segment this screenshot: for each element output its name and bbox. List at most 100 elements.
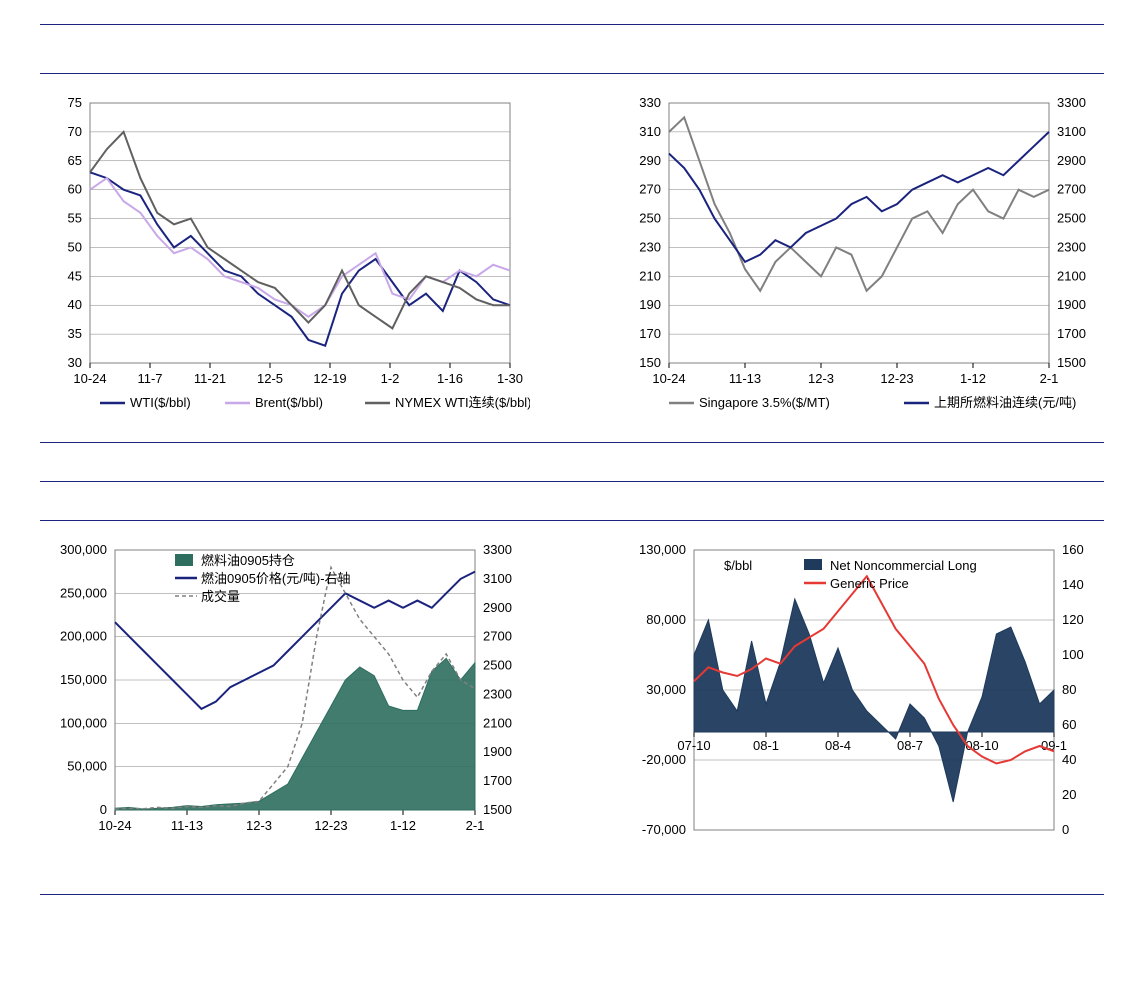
svg-text:330: 330 bbox=[639, 95, 661, 110]
svg-text:WTI($/bbl): WTI($/bbl) bbox=[130, 395, 191, 410]
svg-text:3100: 3100 bbox=[1057, 124, 1086, 139]
svg-text:50,000: 50,000 bbox=[67, 759, 107, 774]
svg-text:35: 35 bbox=[68, 326, 82, 341]
chart-row-1: 30 35 40 45 50 55 60 65 70 75 10-24 11-7 11-21 12-5 12… bbox=[40, 88, 1104, 428]
svg-text:70: 70 bbox=[68, 124, 82, 139]
svg-text:-70,000: -70,000 bbox=[642, 822, 686, 837]
svg-text:1900: 1900 bbox=[1057, 297, 1086, 312]
svg-text:2900: 2900 bbox=[483, 600, 512, 615]
svg-text:10-24: 10-24 bbox=[98, 818, 131, 833]
svg-text:150: 150 bbox=[639, 355, 661, 370]
svg-text:270: 270 bbox=[639, 182, 661, 197]
divider bbox=[40, 73, 1104, 74]
svg-text:1-2: 1-2 bbox=[381, 371, 400, 386]
svg-text:310: 310 bbox=[639, 124, 661, 139]
svg-text:250: 250 bbox=[639, 211, 661, 226]
svg-text:11-21: 11-21 bbox=[194, 371, 226, 386]
svg-text:1900: 1900 bbox=[483, 744, 512, 759]
svg-text:160: 160 bbox=[1062, 542, 1084, 557]
svg-text:NYMEX WTI连续($/bbl): NYMEX WTI连续($/bbl) bbox=[395, 395, 530, 410]
divider bbox=[40, 481, 1104, 482]
svg-text:11-13: 11-13 bbox=[171, 818, 203, 833]
svg-text:08-4: 08-4 bbox=[825, 738, 851, 753]
svg-text:2-1: 2-1 bbox=[466, 818, 485, 833]
svg-text:2-1: 2-1 bbox=[1040, 371, 1059, 386]
svg-text:250,000: 250,000 bbox=[60, 585, 107, 600]
svg-text:12-5: 12-5 bbox=[257, 371, 283, 386]
svg-text:2300: 2300 bbox=[1057, 239, 1086, 254]
svg-text:2100: 2100 bbox=[1057, 268, 1086, 283]
svg-text:Singapore 3.5%($/MT): Singapore 3.5%($/MT) bbox=[699, 395, 830, 410]
svg-text:1-16: 1-16 bbox=[437, 371, 463, 386]
svg-text:0: 0 bbox=[100, 802, 107, 817]
svg-text:12-23: 12-23 bbox=[880, 371, 913, 386]
svg-text:170: 170 bbox=[639, 326, 661, 341]
svg-text:3300: 3300 bbox=[483, 542, 512, 557]
svg-text:10-24: 10-24 bbox=[652, 371, 685, 386]
svg-text:07-10: 07-10 bbox=[677, 738, 710, 753]
svg-text:0: 0 bbox=[1062, 822, 1069, 837]
svg-text:130,000: 130,000 bbox=[639, 542, 686, 557]
chart-noncommercial: -70,000-20,00030,00080,000130,0000204060… bbox=[614, 535, 1104, 875]
svg-text:08-10: 08-10 bbox=[965, 738, 998, 753]
svg-text:60: 60 bbox=[68, 182, 82, 197]
svg-text:2700: 2700 bbox=[1057, 182, 1086, 197]
svg-text:30: 30 bbox=[68, 355, 82, 370]
svg-text:1-30: 1-30 bbox=[497, 371, 523, 386]
svg-text:65: 65 bbox=[68, 153, 82, 168]
svg-text:2100: 2100 bbox=[483, 715, 512, 730]
svg-text:300,000: 300,000 bbox=[60, 542, 107, 557]
svg-text:燃油0905价格(元/吨)-右轴: 燃油0905价格(元/吨)-右轴 bbox=[201, 571, 351, 586]
chart-crude-prices: 3035404550556065707510-2411-711-2112-512… bbox=[40, 88, 530, 428]
svg-text:150,000: 150,000 bbox=[60, 672, 107, 687]
divider bbox=[40, 520, 1104, 521]
svg-text:11-7: 11-7 bbox=[137, 371, 162, 386]
svg-text:210: 210 bbox=[639, 268, 661, 283]
svg-text:3300: 3300 bbox=[1057, 95, 1086, 110]
svg-text:120: 120 bbox=[1062, 612, 1084, 627]
svg-text:11-13: 11-13 bbox=[729, 371, 761, 386]
page-container: 30 35 40 45 50 55 60 65 70 75 10-24 11-7 11-21 12-5 12… bbox=[0, 0, 1144, 949]
divider bbox=[40, 894, 1104, 895]
svg-text:2500: 2500 bbox=[1057, 211, 1086, 226]
svg-text:50: 50 bbox=[68, 239, 82, 254]
svg-text:2500: 2500 bbox=[483, 658, 512, 673]
svg-text:80,000: 80,000 bbox=[646, 612, 686, 627]
svg-text:290: 290 bbox=[639, 153, 661, 168]
svg-text:230: 230 bbox=[639, 239, 661, 254]
svg-text:3100: 3100 bbox=[483, 571, 512, 586]
svg-text:190: 190 bbox=[639, 297, 661, 312]
svg-text:$/bbl: $/bbl bbox=[724, 558, 752, 573]
svg-text:2900: 2900 bbox=[1057, 153, 1086, 168]
svg-text:1-12: 1-12 bbox=[390, 818, 416, 833]
svg-text:100,000: 100,000 bbox=[60, 715, 107, 730]
svg-text:1700: 1700 bbox=[483, 773, 512, 788]
svg-text:1700: 1700 bbox=[1057, 326, 1086, 341]
divider bbox=[40, 24, 1104, 25]
svg-text:60: 60 bbox=[1062, 717, 1076, 732]
chart-fuel-0905: 050,000100,000150,000200,000250,000300,0… bbox=[40, 535, 530, 875]
svg-text:12-23: 12-23 bbox=[314, 818, 347, 833]
divider bbox=[40, 442, 1104, 443]
svg-text:40: 40 bbox=[68, 297, 82, 312]
svg-text:75: 75 bbox=[68, 95, 82, 110]
svg-text:1500: 1500 bbox=[1057, 355, 1086, 370]
svg-text:成交量: 成交量 bbox=[201, 589, 240, 604]
svg-text:30,000: 30,000 bbox=[646, 682, 686, 697]
svg-text:Generic Price: Generic Price bbox=[830, 576, 909, 591]
svg-text:2700: 2700 bbox=[483, 629, 512, 644]
svg-text:80: 80 bbox=[1062, 682, 1076, 697]
svg-text:20: 20 bbox=[1062, 787, 1076, 802]
svg-text:Net Noncommercial Long: Net Noncommercial Long bbox=[830, 558, 977, 573]
svg-text:2300: 2300 bbox=[483, 686, 512, 701]
svg-text:55: 55 bbox=[68, 211, 82, 226]
svg-text:12-3: 12-3 bbox=[246, 818, 272, 833]
svg-text:45: 45 bbox=[68, 268, 82, 283]
svg-text:1-12: 1-12 bbox=[960, 371, 986, 386]
svg-text:08-1: 08-1 bbox=[753, 738, 779, 753]
svg-text:1500: 1500 bbox=[483, 802, 512, 817]
chart-fuel-oil: 150 170 190 210 230 250 270 290 310 330 1500 1700 19… bbox=[614, 88, 1104, 428]
svg-text:100: 100 bbox=[1062, 647, 1084, 662]
chart-row-2: 050,000100,000150,000200,000250,000300,0… bbox=[40, 535, 1104, 875]
svg-text:10-24: 10-24 bbox=[73, 371, 106, 386]
